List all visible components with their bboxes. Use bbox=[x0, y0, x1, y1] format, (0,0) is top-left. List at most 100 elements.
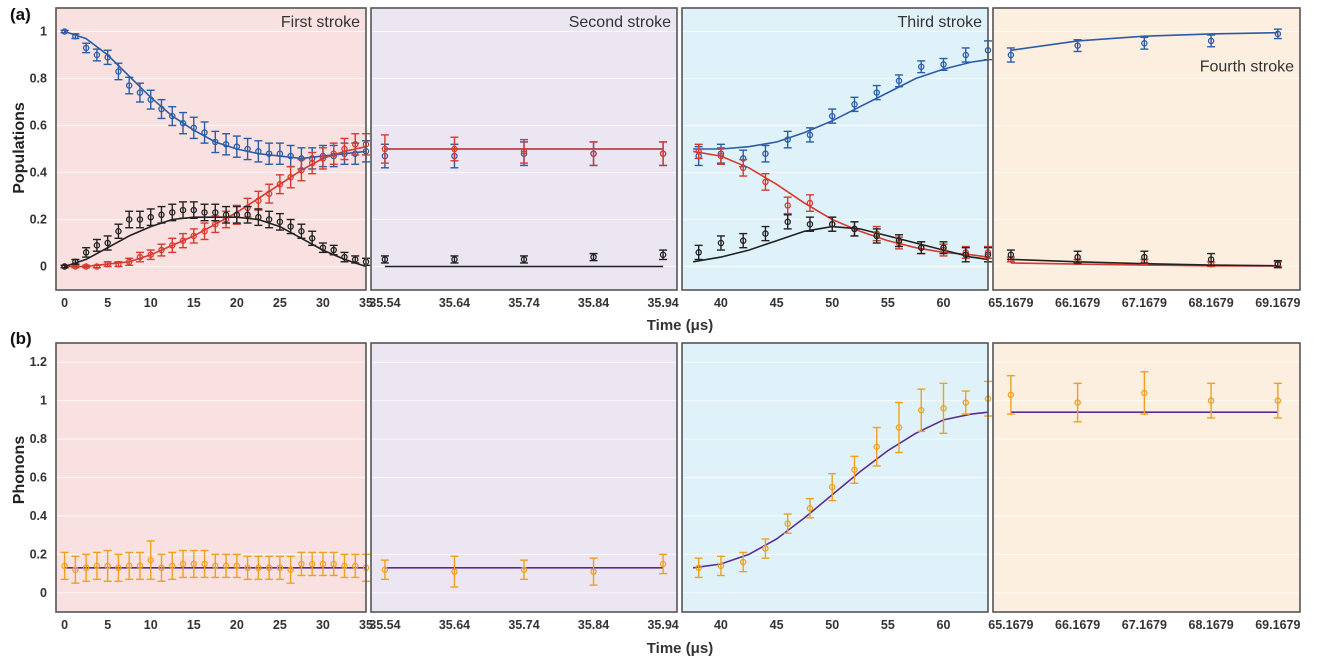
y-tick-label: 0.4 bbox=[30, 166, 47, 180]
data-point-black bbox=[351, 256, 359, 263]
data-point-orange bbox=[179, 560, 187, 568]
data-point-black bbox=[851, 225, 858, 233]
data-point-red bbox=[190, 232, 198, 240]
y-tick-label: 1 bbox=[40, 394, 47, 408]
data-point-orange bbox=[158, 564, 165, 572]
x-tick-label: 55 bbox=[881, 618, 895, 632]
x-tick-label: 35 bbox=[359, 296, 373, 310]
data-point-blue bbox=[61, 28, 68, 35]
data-point-black bbox=[917, 244, 925, 251]
data-point-red bbox=[319, 155, 327, 162]
x-tick-label: 67.1679 bbox=[1122, 296, 1167, 310]
data-point-blue bbox=[784, 136, 791, 143]
data-point-red bbox=[82, 263, 90, 270]
data-point-orange bbox=[717, 562, 725, 570]
data-point-orange bbox=[61, 562, 68, 570]
x-tick-label: 35.94 bbox=[647, 296, 678, 310]
data-point-black bbox=[212, 209, 219, 216]
y-axis-label-populations: Populations bbox=[11, 102, 28, 194]
data-point-black bbox=[136, 216, 144, 223]
x-tick-label: 10 bbox=[144, 296, 158, 310]
data-point-black bbox=[806, 220, 814, 228]
data-point-blue bbox=[255, 148, 262, 155]
data-point-black bbox=[319, 244, 327, 251]
data-point-blue bbox=[93, 51, 101, 59]
fit-curve-blue bbox=[693, 58, 989, 150]
data-point-black bbox=[125, 216, 133, 223]
panel-frame bbox=[370, 342, 678, 613]
x-tick-label: 35.74 bbox=[508, 618, 539, 632]
data-point-red bbox=[93, 263, 101, 270]
data-point-orange bbox=[319, 560, 327, 568]
x-tick-label: 60 bbox=[937, 618, 951, 632]
x-tick-label: 60 bbox=[937, 296, 951, 310]
data-point-blue bbox=[828, 112, 836, 120]
data-point-blue bbox=[762, 150, 769, 157]
data-point-orange bbox=[93, 562, 101, 570]
panel-frame bbox=[681, 7, 989, 291]
data-point-blue bbox=[276, 150, 284, 157]
data-point-black bbox=[244, 211, 251, 219]
data-point-black bbox=[93, 242, 101, 249]
data-point-black bbox=[520, 256, 528, 263]
data-point-black bbox=[104, 239, 111, 247]
data-point-blue bbox=[168, 112, 176, 120]
data-point-orange bbox=[298, 560, 305, 568]
data-point-black bbox=[873, 232, 880, 240]
x-tick-label: 65.1679 bbox=[988, 296, 1033, 310]
data-point-orange bbox=[1007, 391, 1015, 399]
x-tick-label: 25 bbox=[273, 296, 287, 310]
x-tick-label: 35.54 bbox=[369, 296, 400, 310]
data-point-orange bbox=[308, 560, 316, 568]
x-tick-label: 55 bbox=[881, 296, 895, 310]
x-tick-label: 20 bbox=[230, 618, 244, 632]
data-point-red bbox=[298, 166, 305, 174]
x-tick-label: 15 bbox=[187, 296, 201, 310]
data-point-red bbox=[451, 145, 458, 153]
data-point-orange bbox=[190, 560, 198, 568]
fit-curve-blue bbox=[1010, 31, 1278, 52]
x-tick-label: 35.64 bbox=[439, 618, 470, 632]
y-tick-label: 0.8 bbox=[30, 72, 47, 86]
x-tick-label: 65.1679 bbox=[988, 618, 1033, 632]
data-point-orange bbox=[233, 562, 241, 570]
data-point-orange bbox=[287, 566, 294, 573]
data-point-blue bbox=[1007, 51, 1015, 59]
data-point-orange bbox=[851, 466, 858, 474]
data-point-orange bbox=[255, 564, 262, 572]
x-tick-label: 5 bbox=[104, 296, 111, 310]
data-point-orange bbox=[590, 568, 597, 575]
y-tick-label: 0.8 bbox=[30, 432, 47, 446]
data-point-orange bbox=[739, 558, 747, 566]
x-tick-label: 50 bbox=[825, 296, 839, 310]
data-point-orange bbox=[1074, 399, 1081, 406]
data-point-orange bbox=[168, 562, 176, 570]
data-point-black bbox=[717, 239, 725, 247]
grid-lines bbox=[56, 31, 1300, 594]
data-point-black bbox=[115, 227, 122, 235]
data-point-blue bbox=[873, 89, 880, 96]
x-tick-label: 10 bbox=[144, 618, 158, 632]
panel-frame bbox=[992, 342, 1301, 613]
data-point-orange bbox=[212, 562, 219, 570]
data-point-black bbox=[255, 213, 262, 221]
data-points bbox=[60, 28, 1282, 588]
x-tick-label: 30 bbox=[316, 618, 330, 632]
x-tick-label: 50 bbox=[825, 618, 839, 632]
data-point-orange bbox=[72, 566, 79, 573]
data-point-orange bbox=[125, 562, 133, 570]
y-tick-label: 0.6 bbox=[30, 471, 47, 485]
data-point-black bbox=[330, 246, 337, 254]
x-tick-label: 45 bbox=[770, 618, 784, 632]
x-tick-label: 35 bbox=[359, 618, 373, 632]
data-point-blue bbox=[806, 131, 814, 139]
data-point-black bbox=[72, 258, 79, 266]
y-tick-label: 0.2 bbox=[30, 213, 47, 227]
data-point-orange bbox=[962, 399, 969, 406]
data-point-black bbox=[147, 213, 154, 221]
data-point-black bbox=[276, 218, 284, 226]
data-point-blue bbox=[244, 145, 251, 153]
data-point-black bbox=[784, 218, 791, 226]
